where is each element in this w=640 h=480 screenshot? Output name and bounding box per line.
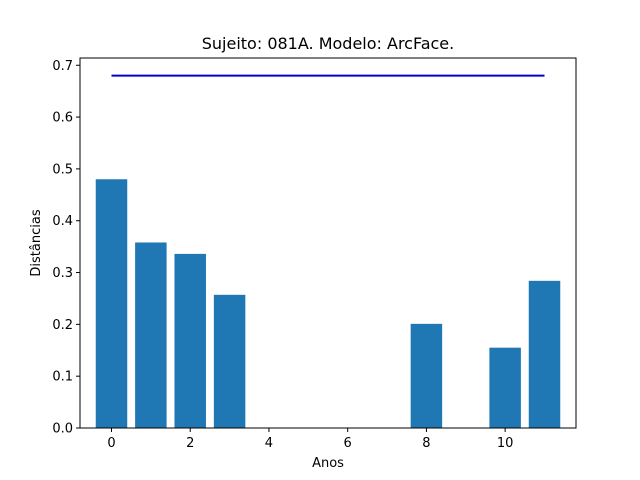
y-tick-label: 0.3: [52, 266, 73, 281]
y-tick-label: 0.4: [52, 214, 73, 229]
bar-year-0: [95, 179, 128, 428]
x-axis-label: Anos: [312, 456, 344, 471]
x-tick-label: 10: [497, 436, 514, 451]
bar-year-8: [410, 323, 443, 428]
y-tick-label: 0.7: [52, 59, 73, 74]
bar-year-10: [489, 347, 521, 428]
y-tick-label: 0.1: [52, 370, 73, 385]
x-tick-label: 2: [186, 436, 194, 451]
x-tick-label: 0: [107, 436, 115, 451]
y-tick-label: 0.5: [52, 162, 73, 177]
chart-title: Sujeito: 081A. Modelo: ArcFace.: [202, 34, 454, 53]
y-tick-label: 0.0: [52, 422, 73, 437]
x-tick-label: 6: [344, 436, 352, 451]
bar-year-3: [213, 294, 246, 428]
x-tick-label: 8: [422, 436, 430, 451]
y-tick-label: 0.2: [52, 318, 73, 333]
plot-frame: [79, 57, 577, 429]
bar-year-1: [135, 242, 167, 428]
x-tick-label: 4: [265, 436, 273, 451]
bars-group: [95, 179, 561, 428]
bar-year-2: [174, 253, 206, 428]
bar-year-11: [528, 280, 561, 428]
y-tick-label: 0.6: [52, 111, 73, 126]
y-axis: 0.0 0.1 0.2 0.3 0.4 0.5 0.6 0.7: [52, 59, 80, 437]
y-axis-label: Distâncias: [29, 209, 44, 276]
x-axis: 0 2 4 6 8 10: [107, 428, 513, 451]
